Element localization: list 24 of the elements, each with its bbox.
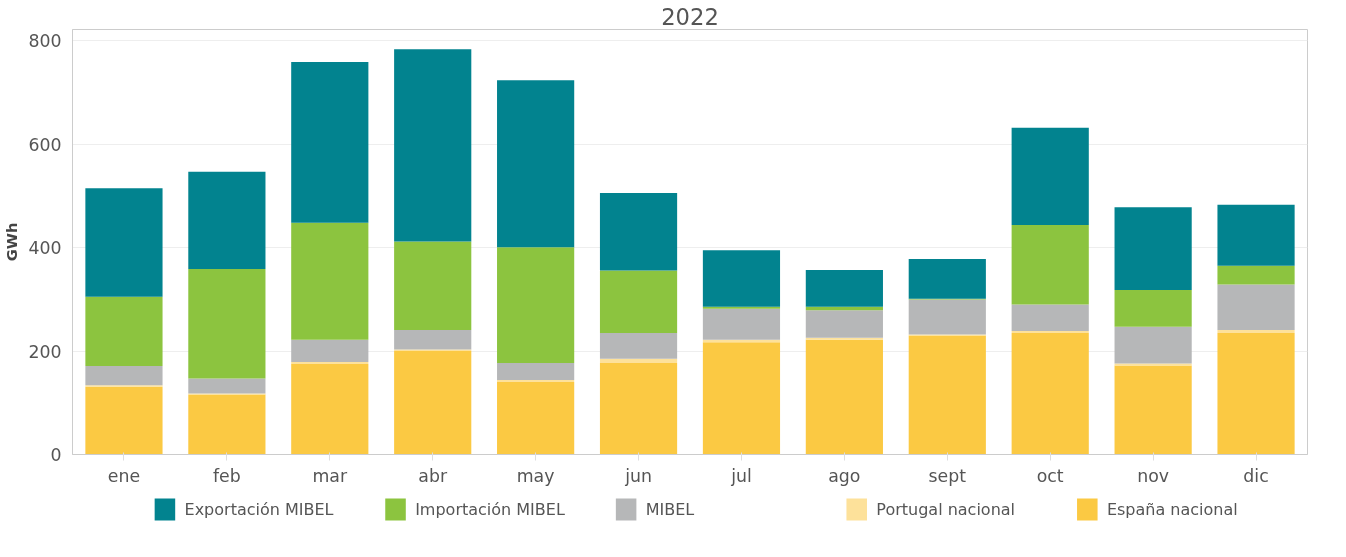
x-tick-label: feb: [212, 465, 241, 486]
x-tick-label: nov: [1137, 465, 1170, 486]
x-tick-label: mar: [312, 465, 348, 486]
x-tick-label: dic: [1243, 465, 1269, 486]
x-tick-label: jun: [624, 465, 652, 486]
y-tick-label: 200: [28, 341, 62, 362]
x-tick-label: ago: [828, 465, 861, 486]
x-tick-label: abr: [418, 465, 448, 486]
x-tick-label: oct: [1036, 465, 1064, 486]
legend-label: Portugal nacional: [876, 500, 1016, 519]
chart-title: 2022: [661, 3, 719, 30]
y-tick-label: 600: [28, 134, 62, 155]
legend-label: Exportación MIBEL: [184, 500, 334, 519]
y-tick-label: 0: [50, 445, 62, 465]
y-axis-title: GWh: [3, 222, 21, 262]
y-tick-label: 400: [28, 238, 62, 259]
x-tick-label: may: [516, 465, 555, 486]
legend-label: España nacional: [1106, 500, 1238, 519]
legend-label: MIBEL: [645, 500, 695, 519]
x-tick-label: sept: [928, 465, 967, 486]
x-tick-label: ene: [107, 465, 141, 486]
x-tick-label: jul: [730, 465, 752, 486]
y-tick-label: 800: [28, 31, 62, 52]
legend-label: Importación MIBEL: [415, 500, 565, 519]
